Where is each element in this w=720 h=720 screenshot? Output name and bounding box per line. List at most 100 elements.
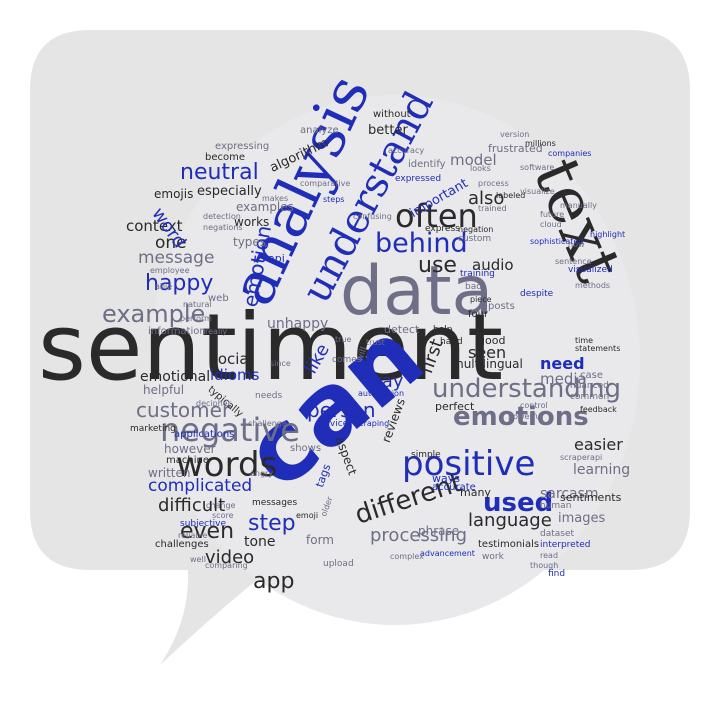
word-since: since	[270, 359, 291, 368]
word-angry: angry	[250, 469, 274, 478]
word-used: used	[483, 488, 554, 518]
word-helpful: helpful	[143, 383, 185, 397]
word-complex: complex	[390, 552, 424, 561]
word-visualize: visualize	[520, 187, 555, 196]
word-types: types	[233, 235, 267, 249]
word-sentiments: sentiments	[560, 491, 622, 504]
word-video: video	[205, 547, 255, 568]
word-challenges: challenges	[155, 539, 209, 550]
word-comes: comes	[332, 355, 362, 365]
word-simple: simple	[411, 450, 441, 460]
word-information: information	[148, 326, 206, 337]
word-analyze: analyze	[300, 125, 339, 136]
word-negative: negative	[160, 411, 300, 449]
word-statements: statements	[575, 344, 621, 353]
word-highlight: highlight	[590, 230, 626, 239]
word-better: better	[368, 123, 408, 138]
word-interpreted: interpreted	[540, 540, 591, 550]
word-express: express	[425, 224, 460, 234]
word-use: use	[418, 253, 457, 278]
word-words: words	[176, 445, 278, 485]
word-data: data	[340, 252, 494, 331]
word-able: able	[155, 282, 173, 291]
word-companies: companies	[548, 149, 592, 158]
word-need: need	[540, 354, 585, 373]
word-frustrated: frustrated	[488, 142, 543, 155]
word-human: human	[540, 501, 572, 511]
word-happy: happy	[145, 271, 214, 296]
word-expressing: expressing	[215, 141, 270, 152]
word-nuanced: nuanced	[570, 381, 609, 391]
word-positive: positive	[402, 444, 536, 484]
word-visualized: visualized	[568, 265, 613, 275]
word-detect: detect	[384, 323, 420, 336]
word-complicated: complicated	[148, 476, 253, 496]
word-shows: shows	[290, 443, 322, 454]
word-now: now	[568, 240, 585, 249]
word-however: however	[164, 442, 216, 456]
word-message: message	[138, 248, 215, 268]
word-trust: trust	[366, 338, 385, 347]
word-learning: learning	[573, 462, 631, 478]
word-version: version	[500, 130, 530, 139]
word-customer: customer	[136, 398, 231, 422]
word-web: web	[208, 293, 229, 304]
word-marketing: marketing	[130, 424, 176, 434]
word-ways: ways	[432, 472, 460, 485]
word-scraping: scraping	[355, 419, 390, 428]
word-decipher: decipher	[196, 399, 231, 408]
word-training: training	[460, 269, 495, 279]
word-find: find	[548, 569, 566, 579]
word-emotions: emotions	[453, 402, 589, 432]
word-really: really	[205, 327, 228, 336]
word-scraperapi: scraperapi	[560, 453, 603, 462]
word-sentence: sentence	[555, 257, 592, 266]
word-identify: identify	[408, 159, 446, 170]
word-detection: detection	[203, 212, 241, 221]
word-time: time	[575, 336, 594, 345]
word-score: score	[212, 511, 234, 520]
word-also: also	[468, 188, 505, 209]
word-process: process	[478, 179, 509, 188]
word-cloud-backdrop	[150, 95, 640, 625]
word-multilingual: multilingual	[452, 357, 523, 371]
word-examples: examples	[236, 200, 294, 214]
word-perform: perform	[180, 314, 212, 323]
word-negations: negations	[203, 223, 243, 232]
word-images: images	[558, 511, 606, 526]
word-millions: millions	[525, 139, 556, 148]
word-reliable: reliable	[178, 531, 208, 540]
word-idioms: idioms	[210, 366, 260, 384]
word-applications: applications	[174, 429, 235, 440]
word-example: example	[102, 300, 206, 328]
word-future: future	[540, 210, 565, 219]
word-messages: messages	[252, 498, 298, 508]
word-person: person	[307, 398, 376, 422]
word-true: true	[335, 335, 352, 344]
word-trained: trained	[478, 204, 507, 213]
word-powerful: powerful	[508, 412, 543, 421]
word-easier: easier	[574, 435, 623, 454]
word-emotional: emotional	[140, 369, 211, 385]
word-employee: employee	[150, 266, 190, 275]
word-needs: needs	[255, 391, 283, 401]
word-dataset: dataset	[540, 529, 575, 539]
word-software: software	[520, 163, 555, 172]
word-custom: custom	[458, 234, 492, 244]
word-language: language	[468, 510, 552, 531]
word-perfect: perfect	[435, 400, 475, 413]
word-feedback: feedback	[580, 405, 617, 414]
word-work: work	[482, 552, 504, 562]
word-piece: piece	[470, 295, 492, 304]
word-labeled: labeled	[496, 191, 526, 200]
word-neutral: neutral	[180, 160, 259, 185]
word-four: four	[468, 309, 489, 320]
word-one: one	[155, 233, 187, 253]
word-testimonials: testimonials	[478, 539, 540, 550]
word-natural: natural	[183, 300, 212, 309]
word-tone: tone	[244, 534, 276, 550]
word-emoji: emoji	[296, 511, 319, 520]
word-bad: bad	[465, 282, 482, 292]
word-model: model	[450, 151, 497, 169]
